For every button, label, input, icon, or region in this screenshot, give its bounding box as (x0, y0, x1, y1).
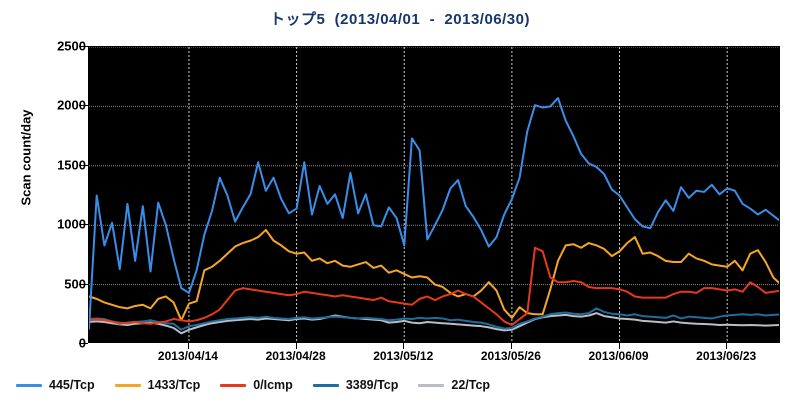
gridlines (89, 47, 779, 342)
y-tick-label: 1500 (57, 157, 86, 173)
legend-item-22-tcp[interactable]: 22/Tcp (418, 378, 490, 392)
legend-label: 445/Tcp (49, 378, 95, 392)
y-tick-mark (79, 164, 88, 166)
y-tick-mark (79, 105, 88, 107)
series-line-0-icmp (89, 246, 779, 326)
x-tick-mark (726, 343, 728, 349)
legend-swatch-icon (312, 383, 339, 387)
x-tick-label: 2013/04/14 (157, 349, 218, 363)
series-line-445-tcp (89, 97, 779, 330)
legend-item-1433-tcp[interactable]: 1433/Tcp (114, 378, 201, 392)
y-tick-mark (79, 46, 88, 47)
x-tick-mark (618, 343, 620, 349)
y-tick-label: 500 (64, 276, 86, 292)
legend-label: 3389/Tcp (345, 378, 399, 392)
legend-swatch-icon (418, 383, 445, 387)
plot-area (88, 46, 780, 343)
legend-swatch-icon (114, 383, 141, 387)
x-tick-mark (295, 343, 297, 349)
y-tick-label: 2000 (57, 97, 86, 113)
series-line-1433-tcp (89, 228, 779, 322)
y-tick-mark (79, 224, 88, 226)
chart-title: トップ5 (2013/04/01 - 2013/06/30) (270, 11, 530, 28)
x-tick-label: 2013/06/09 (588, 349, 649, 363)
legend-label: 0/Icmp (253, 378, 293, 392)
x-tick-mark (403, 343, 405, 349)
legend-label: 22/Tcp (451, 378, 491, 392)
y-tick-mark (79, 283, 88, 285)
x-tick-label: 2013/04/28 (265, 349, 326, 363)
y-tick-label: 1000 (57, 216, 86, 232)
x-tick-label: 2013/05/26 (480, 349, 541, 363)
series-line-3389-tcp (89, 307, 779, 331)
series-canvas (89, 47, 779, 342)
x-tick-mark (510, 343, 512, 349)
legend-swatch-icon (220, 383, 247, 387)
legend-item-445-tcp[interactable]: 445/Tcp (16, 378, 95, 392)
y-tick-label: 0 (26, 336, 86, 351)
legend-item-3389-tcp[interactable]: 3389/Tcp (312, 378, 399, 392)
series-line-22-tcp (89, 312, 779, 335)
legend-label: 1433/Tcp (147, 378, 201, 392)
x-tick-label: 2013/05/12 (373, 349, 434, 363)
y-tick-mark (79, 343, 88, 344)
chart-legend: 445/Tcp 1433/Tcp 0/Icmp 3389/Tcp 22/Tcp (16, 378, 490, 392)
x-tick-mark (187, 343, 189, 349)
legend-item-0-icmp[interactable]: 0/Icmp (220, 378, 293, 392)
y-tick-label: 2500 (57, 38, 86, 54)
legend-swatch-icon (16, 383, 42, 387)
x-tick-label: 2013/06/23 (696, 349, 757, 363)
